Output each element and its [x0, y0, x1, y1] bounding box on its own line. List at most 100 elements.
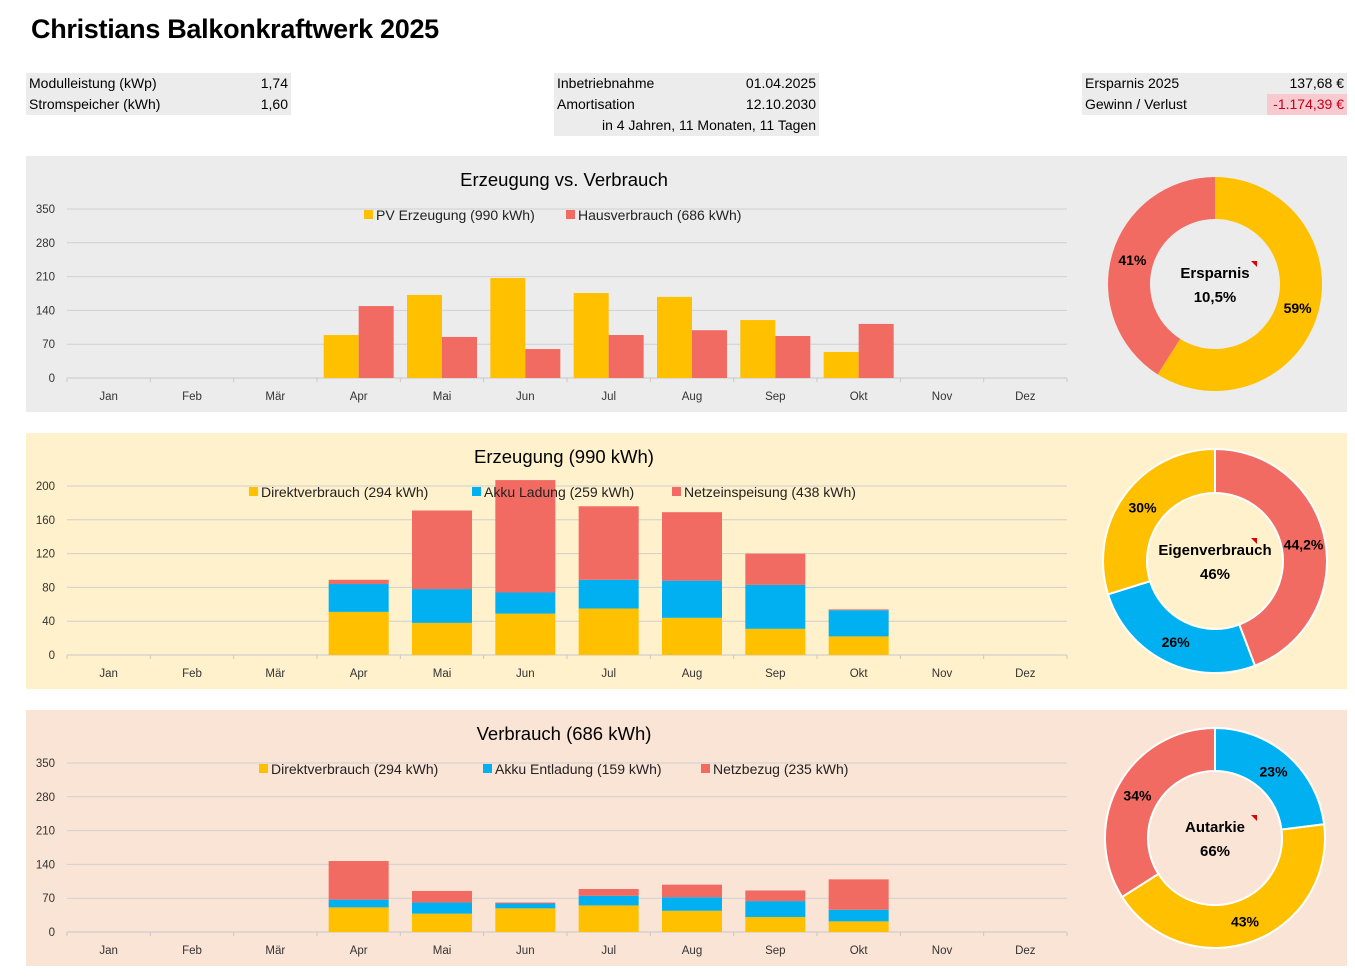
info-row-amortisation-note: in 4 Jahren, 11 Monaten, 11 Tagen [554, 115, 819, 136]
donut-chart-ersparnis: 59% 41% Ersparnis 10,5% [1108, 177, 1322, 391]
bar-segment-mai-2 [412, 890, 472, 903]
info-row-amortisation: Amortisation 12.10.2030 [554, 94, 819, 115]
x-tick-label: Jul [601, 391, 616, 403]
info-label: Inbetriebnahme [557, 75, 655, 91]
x-tick-label: Dez [1015, 945, 1036, 957]
donut-slice-label: 59% [1284, 300, 1313, 316]
bar-jul-1 [608, 335, 644, 378]
bar-chart-verbrauch: Verbrauch (686 kWh) 0 70 140 210 280 350 Jan Feb… [36, 723, 1068, 957]
y-tick-label: 160 [36, 515, 55, 527]
bar-apr-0 [323, 335, 359, 378]
x-tick-label: Sep [765, 668, 785, 680]
y-tick-label: 210 [36, 272, 55, 284]
x-tick-label: Jul [601, 945, 616, 957]
legend-swatch [259, 764, 268, 773]
bar-segment-aug-0 [662, 910, 722, 932]
donut-slice [1104, 726, 1216, 899]
y-tick-label: 350 [36, 758, 55, 770]
info-value: 01.04.2025 [745, 75, 816, 91]
donut-chart-autarkie: 23% 43% 34% Autarkie 66% [1104, 726, 1326, 950]
x-tick-label: Mär [265, 945, 285, 957]
x-tick-label: Mär [265, 391, 285, 403]
donut-slice-label: 44,2% [1284, 537, 1324, 553]
bar-segment-mai-1 [412, 902, 472, 914]
x-tick-label: Feb [182, 391, 202, 403]
y-tick-label: 0 [49, 650, 55, 662]
donut-center-value: 66% [1200, 843, 1230, 860]
x-tick-label: Aug [682, 391, 702, 403]
bar-segment-jun-0 [495, 908, 556, 932]
bar-segment-okt-1 [828, 909, 889, 922]
x-tick-label: Feb [182, 945, 202, 957]
x-tick-label: Sep [765, 945, 785, 957]
bar-segment-sep-1 [745, 584, 806, 629]
bar-jun-0 [490, 278, 526, 378]
y-tick-label: 80 [42, 582, 55, 594]
x-tick-label: Jan [99, 945, 118, 957]
bar-chart-erzeugung-vs-verbrauch: Erzeugung vs. Verbrauch 0 70 140 210 280 350 Ja… [36, 169, 1068, 403]
x-tick-label: Jan [99, 391, 118, 403]
x-tick-label: Sep [765, 391, 785, 403]
x-tick-label: Nov [932, 945, 953, 957]
donut-chart-eigenverbrauch: 44,2% 26% 30% Eigenverbrauch 46% [1102, 447, 1328, 674]
bar-segment-jul-1 [578, 895, 639, 906]
donut-slice [1106, 579, 1257, 674]
info-row-gewinn-verlust: Gewinn / Verlust -1.174,39 € [1082, 94, 1347, 115]
info-finance: Ersparnis 2025 137,68 € Gewinn / Verlust… [1082, 73, 1347, 115]
bar-aug-1 [692, 330, 727, 378]
legend-swatch [364, 210, 373, 219]
donut-center-title: Autarkie [1185, 819, 1245, 836]
x-tick-label: Jun [516, 668, 535, 680]
x-tick-label: Jan [99, 668, 118, 680]
bar-segment-sep-1 [745, 901, 806, 918]
donut-slice [1108, 177, 1215, 375]
bar-sep-0 [740, 320, 776, 378]
y-tick-label: 70 [42, 339, 55, 351]
y-tick-label: 280 [36, 792, 55, 804]
bar-segment-mai-1 [412, 589, 472, 623]
legend-swatch [566, 210, 575, 219]
bar-segment-jun-2 [495, 902, 556, 904]
x-tick-label: Feb [182, 668, 202, 680]
x-tick-label: Mai [433, 391, 452, 403]
info-label: Gewinn / Verlust [1085, 96, 1187, 112]
bar-segment-sep-0 [745, 628, 806, 655]
legend-entry: Direktverbrauch (294 kWh) [271, 761, 438, 777]
bar-segment-aug-1 [662, 897, 722, 911]
legend-entry: Netzeinspeisung (438 kWh) [684, 484, 856, 500]
info-row-stromspeicher: Stromspeicher (kWh) 1,60 [26, 94, 291, 115]
bar-mai-1 [442, 336, 477, 378]
legend-swatch [249, 487, 258, 496]
x-tick-label: Mär [265, 668, 285, 680]
donut-slice [1102, 447, 1216, 596]
x-tick-label: Aug [682, 668, 702, 680]
donut-center-title: Ersparnis [1180, 265, 1249, 282]
bar-segment-sep-2 [745, 553, 806, 585]
info-dates: Inbetriebnahme 01.04.2025 Amortisation 1… [554, 73, 819, 136]
info-value-negative: -1.174,39 € [1267, 94, 1347, 115]
info-value: 12.10.2030 [745, 96, 816, 112]
donut-slice-label: 34% [1123, 787, 1152, 803]
amortisation-duration: in 4 Jahren, 11 Monaten, 11 Tagen [601, 117, 816, 133]
y-tick-label: 210 [36, 826, 55, 838]
donut-slice-label: 43% [1231, 913, 1260, 929]
x-tick-label: Jun [516, 945, 535, 957]
bar-segment-mai-0 [412, 913, 472, 932]
legend-entry: Akku Ladung (259 kWh) [484, 484, 634, 500]
legend-swatch [472, 487, 481, 496]
x-tick-label: Apr [350, 668, 368, 680]
y-tick-label: 200 [36, 481, 55, 493]
info-label: Modulleistung (kWp) [29, 75, 157, 91]
x-tick-label: Dez [1015, 391, 1036, 403]
chart-title: Erzeugung (990 kWh) [474, 446, 654, 467]
legend-entry: PV Erzeugung (990 kWh) [376, 207, 535, 223]
x-tick-label: Mai [433, 945, 452, 957]
bar-segment-sep-2 [745, 890, 806, 902]
y-tick-label: 0 [49, 373, 55, 385]
x-tick-label: Aug [682, 945, 702, 957]
bar-segment-jul-2 [578, 889, 639, 896]
panel-verbrauch: Verbrauch (686 kWh) 0 70 140 210 280 350 Jan Feb… [26, 710, 1347, 966]
bar-segment-apr-0 [328, 907, 389, 932]
info-value: 1,60 [260, 96, 288, 112]
comment-indicator-icon [1251, 538, 1257, 544]
